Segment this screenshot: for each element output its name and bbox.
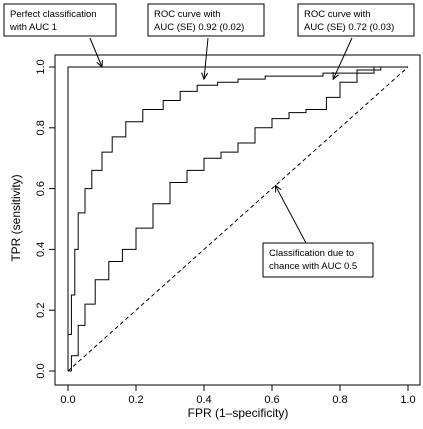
annotation-text: chance with AUC 0.5 [269,261,357,272]
x-tick-label: 0.0 [60,394,75,406]
y-tick-label: 0.4 [35,242,47,257]
perfect-classification-line [67,66,408,371]
annotation-chance: Classification due to chance with AUC 0.5 [262,184,374,278]
y-tick-label: 0.8 [35,120,47,135]
annotation-arrow [274,185,307,244]
annotation-roc-auc-072: ROC curve with AUC (SE) 0.72 (0.03) [297,3,415,81]
x-tick-label: 1.0 [400,394,415,406]
annotation-box [297,3,415,37]
annotation-text: ROC curve with [154,9,221,20]
x-tick-label: 0.2 [128,394,143,406]
annotation-text: ROC curve with [304,9,371,20]
plot-area [67,66,409,372]
arrowhead [201,72,209,81]
y-axis: 0.0 0.2 0.4 0.6 0.8 1.0 [35,59,56,379]
annotations: Perfect classification with AUC 1 ROC curv… [3,3,415,278]
x-tick-label: 0.4 [196,394,211,406]
roc-curve-auc-092 [67,66,408,371]
x-tick-label: 0.6 [264,394,279,406]
arrowhead [96,59,103,69]
annotation-text: AUC (SE) 0.92 (0.02) [154,22,244,33]
annotation-arrow [89,37,103,68]
annotation-box [262,242,374,278]
y-tick-label: 0.6 [35,181,47,196]
arrowhead [332,72,339,81]
annotation-arrow [203,37,209,80]
roc-curve-auc-072 [68,66,408,372]
annotation-arrow [332,37,353,80]
annotation-text: Perfect classification [10,9,97,20]
annotation-box [3,3,117,37]
y-tick-label: 0.2 [35,303,47,318]
y-tick-label: 1.0 [35,59,47,74]
annotation-text: AUC (SE) 0.72 (0.03) [304,22,394,33]
x-axis: 0.0 0.2 0.4 0.6 0.8 1.0 [60,384,416,406]
x-tick-label: 0.8 [332,394,347,406]
annotation-text: with AUC 1 [9,22,57,33]
annotation-roc-auc-092: ROC curve with AUC (SE) 0.92 (0.02) [147,3,265,81]
chance-line [67,66,409,372]
y-tick-label: 0.0 [35,363,47,378]
annotation-box [147,3,265,37]
arrowhead [274,184,282,193]
y-axis-title: TPR (sensitivity) [9,174,23,261]
annotation-perfect-classification: Perfect classification with AUC 1 [3,3,117,69]
annotation-text: Classification due to [269,248,354,259]
x-axis-title: FPR (1–specificity) [188,406,289,420]
